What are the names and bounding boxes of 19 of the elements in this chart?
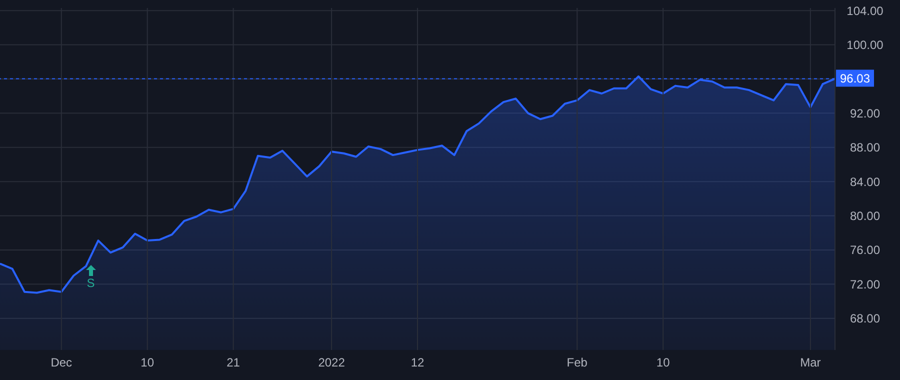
x-tick-label: Dec [50,356,72,370]
ref-line-label: 96.03 [840,72,870,86]
y-tick-label: 104.00 [846,4,884,18]
y-tick-label: 80.00 [850,209,880,224]
y-tick-label: 84.00 [850,174,880,189]
annotation: S [86,276,95,290]
x-tick-label: 21 [226,356,240,370]
x-tick-label: 10 [140,356,154,370]
y-tick-label: 88.00 [850,140,880,155]
y-tick-label: 92.00 [850,106,880,120]
y-tick-label: 68.00 [850,312,880,326]
x-tick-label: 12 [410,356,424,370]
x-tick-label: 2022 [318,356,346,370]
x-tick-label: Feb [566,356,588,370]
y-tick-label: 100.00 [846,38,884,52]
x-tick-label: Mar [800,356,821,370]
y-tick-label: 76.00 [850,243,880,258]
x-tick-label: 10 [656,356,670,370]
y-tick-label: 72.00 [850,277,880,292]
